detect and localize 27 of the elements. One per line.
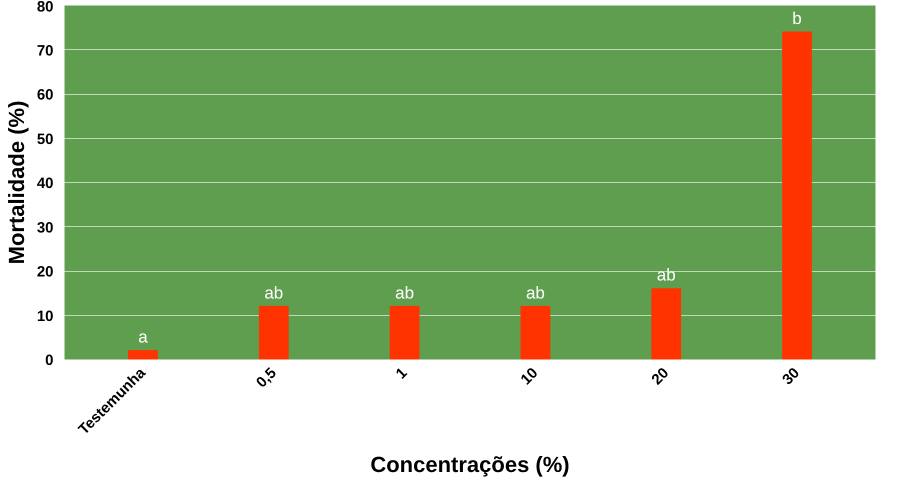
y-axis-title: Mortalidade (%) — [4, 100, 29, 264]
bar — [520, 306, 550, 360]
annotation: ab — [264, 283, 284, 302]
y-tick-label: 0 — [45, 352, 54, 369]
x-tick-label: 1 — [392, 364, 411, 382]
bar — [782, 32, 812, 360]
y-tick-label: 40 — [36, 175, 54, 192]
annotation: a — [138, 328, 148, 347]
y-tick-label: 60 — [36, 86, 54, 104]
bar — [390, 306, 420, 360]
y-tick-label: 10 — [36, 308, 54, 325]
x-tick-label: 30 — [779, 364, 804, 388]
bar — [651, 288, 682, 360]
bar — [128, 350, 158, 360]
y-tick-label: 70 — [36, 42, 54, 60]
y-tick-label: 50 — [36, 130, 54, 148]
annotation: ab — [395, 283, 414, 302]
x-tick-label: 10 — [518, 364, 542, 388]
annotation: ab — [526, 283, 545, 302]
x-tick-label: 20 — [648, 364, 672, 388]
annotation: b — [792, 9, 802, 28]
x-axis-title: Concentrações (%) — [370, 452, 570, 478]
y-tick-label: 30 — [36, 219, 54, 236]
bar — [258, 306, 289, 360]
y-tick-label: 20 — [36, 264, 54, 280]
y-tick-label: 80 — [36, 0, 54, 16]
x-tick-label: 0,5 — [253, 364, 280, 392]
